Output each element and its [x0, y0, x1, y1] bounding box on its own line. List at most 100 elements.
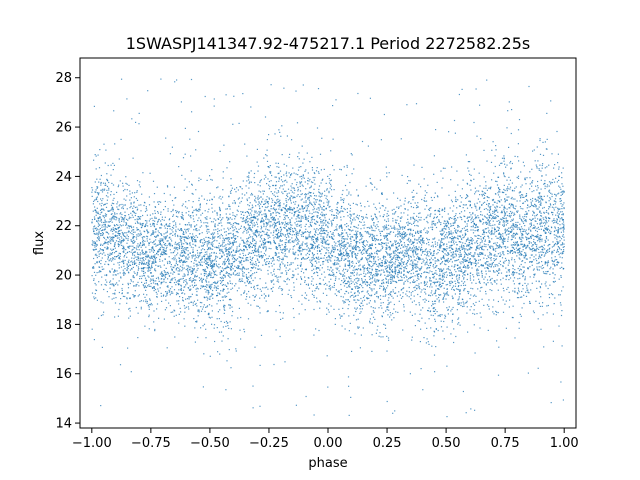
- data-point: [374, 278, 376, 280]
- data-point: [226, 292, 228, 294]
- data-point: [229, 304, 231, 306]
- data-point: [139, 235, 141, 237]
- data-point: [379, 285, 381, 287]
- data-point: [179, 296, 181, 298]
- data-point: [305, 395, 307, 398]
- data-point: [285, 237, 288, 239]
- data-point: [382, 302, 384, 304]
- data-point: [414, 218, 416, 220]
- data-point: [452, 313, 454, 315]
- data-point: [253, 287, 255, 289]
- data-point: [108, 233, 110, 235]
- data-point: [382, 215, 384, 218]
- data-point: [420, 276, 422, 278]
- data-point: [243, 242, 245, 244]
- data-point: [141, 262, 143, 264]
- data-point: [484, 276, 486, 278]
- data-point: [302, 233, 304, 235]
- data-point: [158, 203, 160, 205]
- data-point: [177, 235, 179, 238]
- data-point: [453, 243, 455, 245]
- data-point: [257, 248, 259, 250]
- data-point: [536, 287, 538, 289]
- data-point: [464, 234, 466, 236]
- data-point: [190, 170, 192, 172]
- data-point: [437, 315, 439, 317]
- data-point: [120, 225, 123, 227]
- data-point: [507, 264, 509, 266]
- data-point: [194, 241, 196, 243]
- data-point: [248, 177, 250, 179]
- data-point: [98, 250, 101, 252]
- data-point: [404, 208, 406, 210]
- data-point: [423, 250, 425, 253]
- data-point: [508, 279, 510, 281]
- data-point: [222, 240, 224, 242]
- data-point: [316, 267, 318, 269]
- data-point: [379, 179, 381, 181]
- data-point: [441, 261, 444, 263]
- data-point: [490, 233, 492, 236]
- data-point: [112, 162, 114, 164]
- data-point: [96, 255, 98, 257]
- data-point: [250, 304, 252, 306]
- data-point: [443, 231, 445, 233]
- data-point: [336, 262, 338, 264]
- data-point: [297, 209, 299, 211]
- data-point: [409, 263, 411, 265]
- data-point: [116, 237, 119, 239]
- data-point: [373, 260, 375, 262]
- data-point: [311, 156, 313, 158]
- data-point: [333, 214, 336, 216]
- data-point: [465, 229, 467, 231]
- data-point: [313, 294, 315, 297]
- data-point: [106, 291, 108, 293]
- data-point: [184, 325, 186, 327]
- data-point: [516, 292, 518, 294]
- data-point: [499, 191, 501, 193]
- data-point: [392, 280, 394, 282]
- data-point: [410, 243, 412, 245]
- data-point: [183, 231, 185, 234]
- data-point: [292, 274, 294, 276]
- data-point: [541, 267, 543, 270]
- data-point: [247, 318, 250, 320]
- data-point: [194, 239, 196, 241]
- data-point: [502, 265, 504, 268]
- data-point: [281, 185, 283, 187]
- data-point: [424, 288, 426, 290]
- data-point: [216, 303, 218, 305]
- data-point: [355, 256, 357, 258]
- data-point: [370, 244, 372, 246]
- data-point: [442, 297, 445, 299]
- data-point: [293, 172, 295, 174]
- data-point: [492, 217, 494, 219]
- data-point: [419, 212, 421, 214]
- data-point: [205, 273, 207, 275]
- data-point: [507, 186, 509, 188]
- data-point: [493, 233, 495, 235]
- data-point: [262, 256, 264, 258]
- data-point: [514, 224, 516, 226]
- data-point: [224, 305, 226, 307]
- data-point: [451, 238, 453, 240]
- data-point: [178, 212, 180, 214]
- data-point: [325, 207, 327, 209]
- data-point: [504, 232, 506, 234]
- data-point: [331, 270, 333, 272]
- data-point: [135, 284, 137, 286]
- data-point: [406, 246, 408, 248]
- data-point: [353, 251, 355, 253]
- data-point: [314, 234, 316, 236]
- data-point: [490, 282, 492, 284]
- data-point: [127, 261, 129, 263]
- data-point: [183, 250, 185, 252]
- data-point: [386, 309, 388, 311]
- data-point: [313, 172, 315, 174]
- data-point: [277, 237, 279, 239]
- data-point: [138, 253, 140, 256]
- data-point: [387, 220, 390, 222]
- data-point: [201, 302, 203, 304]
- data-point: [302, 176, 304, 178]
- data-point: [136, 190, 138, 192]
